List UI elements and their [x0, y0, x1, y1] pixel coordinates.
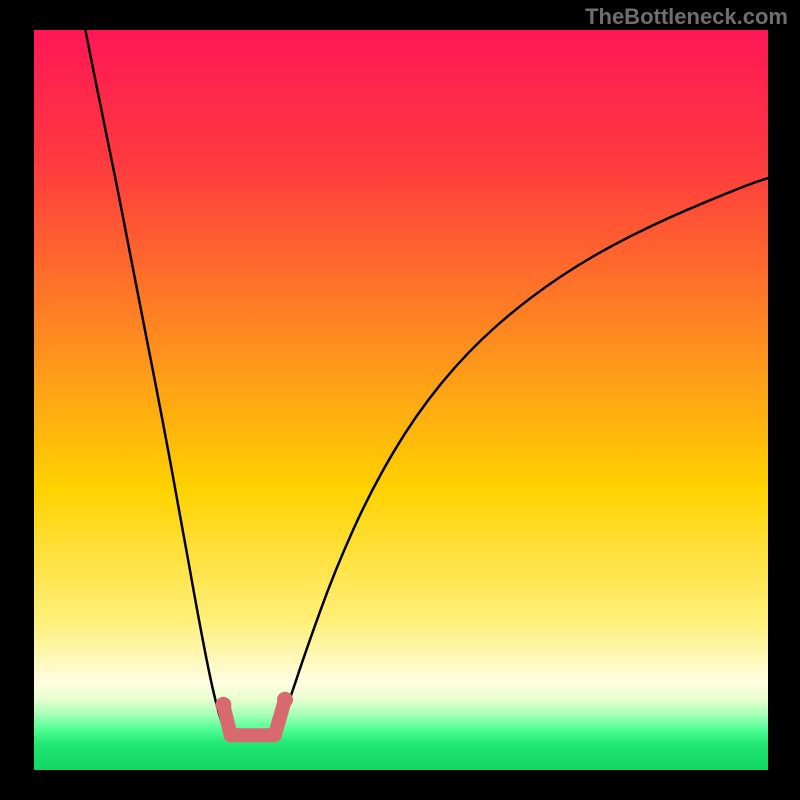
plot-area [34, 30, 768, 770]
highlight-dot [277, 692, 293, 708]
watermark-text: TheBottleneck.com [585, 4, 788, 30]
gradient-background [34, 30, 768, 770]
chart-svg [34, 30, 768, 770]
chart-container: TheBottleneck.com [0, 0, 800, 800]
